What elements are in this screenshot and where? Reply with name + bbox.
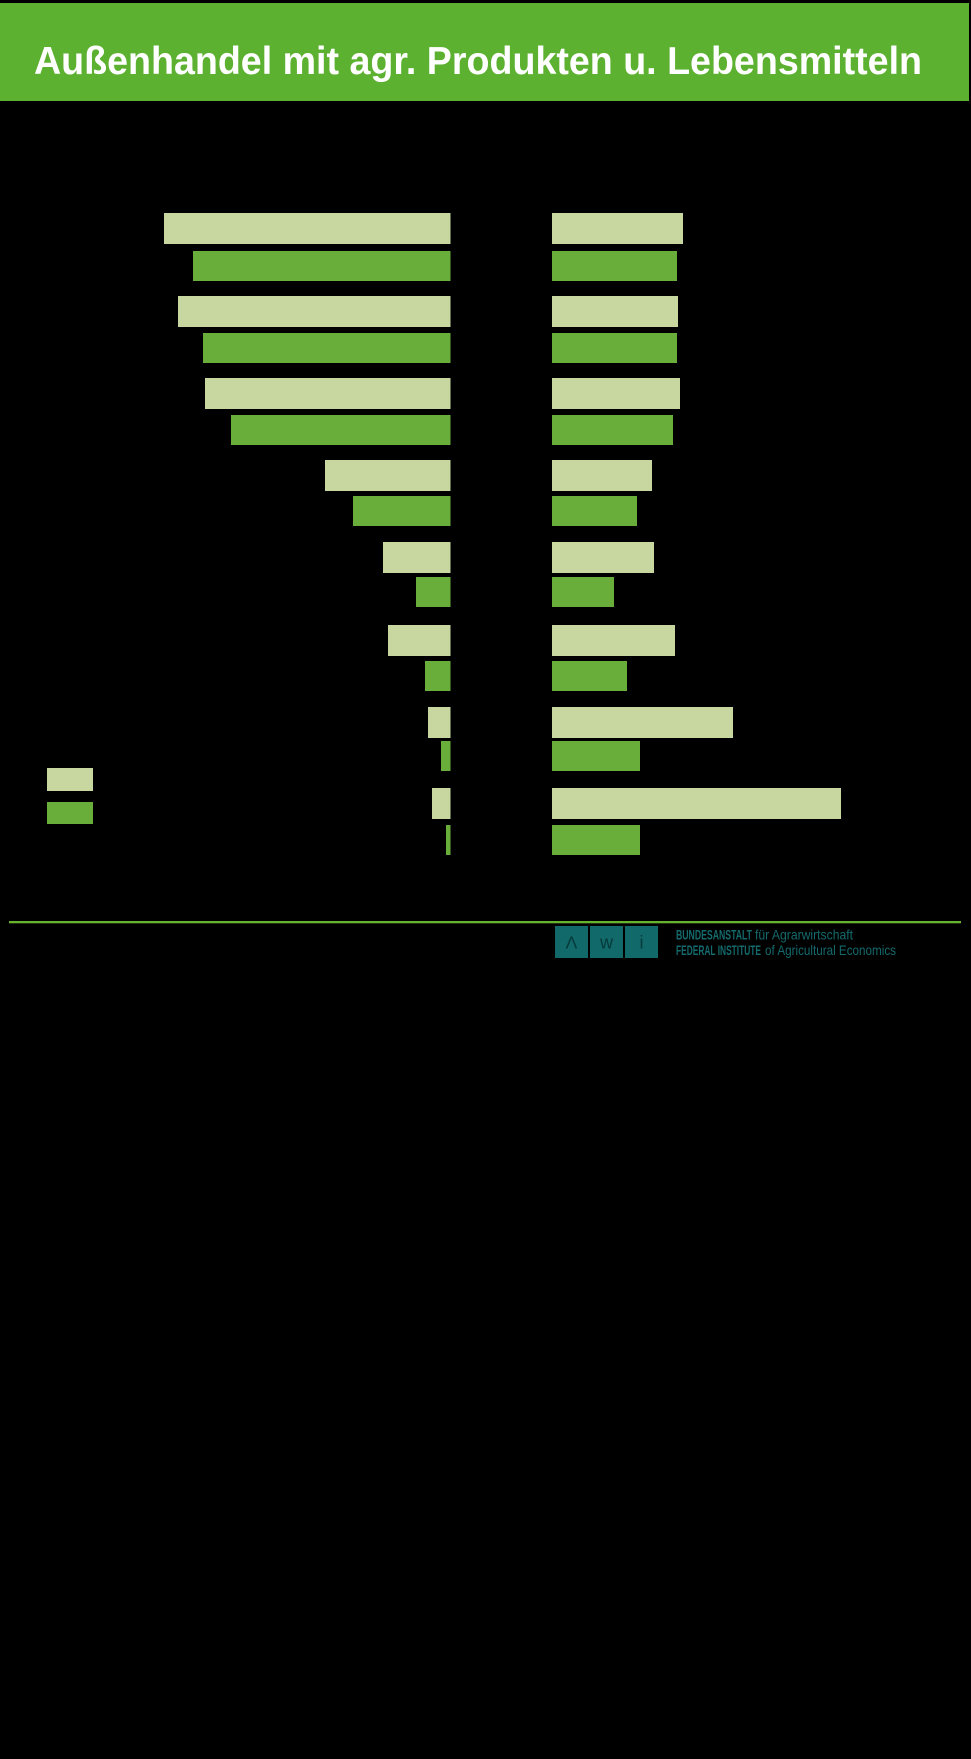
svg-text:of Agricultural Economics: of Agricultural Economics: [765, 943, 896, 958]
svg-text:für Agrarwirtschaft: für Agrarwirtschaft: [755, 928, 853, 943]
svg-text:BUNDESANSTALT: BUNDESANSTALT: [676, 928, 752, 943]
svg-text:Λ: Λ: [566, 933, 578, 953]
svg-text:i: i: [640, 933, 644, 953]
svg-text:Außenhandel mit agr. Produkten: Außenhandel mit agr. Produkten u. Lebens…: [34, 40, 922, 83]
svg-text:w: w: [599, 933, 614, 953]
svg-text:FEDERAL INSTITUTE: FEDERAL INSTITUTE: [676, 943, 761, 958]
